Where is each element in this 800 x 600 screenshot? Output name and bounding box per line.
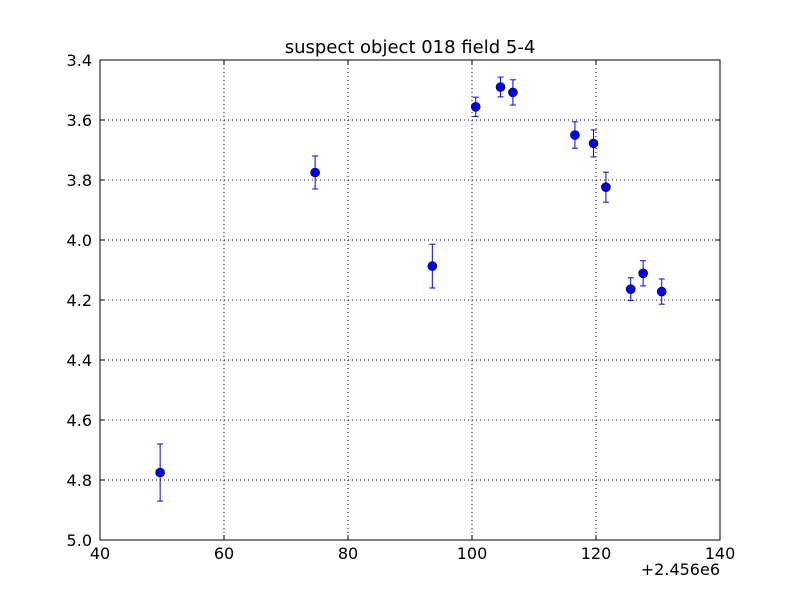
data-marker xyxy=(570,130,580,140)
y-tick-label: 4.0 xyxy=(67,231,92,250)
y-tick-label: 3.4 xyxy=(67,51,92,70)
data-point xyxy=(470,96,481,117)
data-point xyxy=(588,129,599,158)
data-point xyxy=(638,260,648,287)
y-tick-label: 5.0 xyxy=(67,531,92,550)
chart-title: suspect object 018 field 5-4 xyxy=(285,37,536,58)
data-marker xyxy=(656,286,667,297)
y-tick-label: 4.8 xyxy=(67,471,92,490)
plot-frame xyxy=(99,59,721,541)
data-point xyxy=(155,443,165,502)
axis-tick-labels: 40 60 80 100 120 140 3.4 3.6 3.8 4.0 4.2 4.4 4.6 4.8 5… xyxy=(67,51,736,563)
data-point xyxy=(508,79,518,106)
x-tick-label: 60 xyxy=(214,544,234,563)
x-axis-offset-label: +2.456e6 xyxy=(641,560,720,579)
data-point xyxy=(570,121,580,149)
data-marker xyxy=(638,268,648,279)
y-tick-label: 4.6 xyxy=(67,411,92,430)
data-point xyxy=(495,76,506,98)
data-marker xyxy=(625,284,636,295)
data-points xyxy=(155,76,667,502)
data-marker xyxy=(495,82,506,92)
data-marker xyxy=(508,87,518,98)
data-marker xyxy=(601,182,611,192)
data-point xyxy=(601,171,611,203)
data-marker xyxy=(427,261,438,271)
data-point xyxy=(427,243,438,289)
x-tick-label: 80 xyxy=(338,544,358,563)
data-marker xyxy=(588,138,599,149)
data-point xyxy=(310,155,320,190)
y-tick-label: 3.8 xyxy=(67,171,92,190)
x-tick-label: 120 xyxy=(581,544,612,563)
y-tick-label: 4.4 xyxy=(67,351,92,370)
x-tick-label: 40 xyxy=(90,544,110,563)
x-tick-label: 100 xyxy=(457,544,488,563)
y-tick-label: 4.2 xyxy=(67,291,92,310)
y-tick-label: 3.6 xyxy=(67,111,92,130)
data-marker xyxy=(155,467,165,478)
data-point xyxy=(625,277,636,302)
data-point xyxy=(656,278,667,305)
x-tick-label: 140 xyxy=(705,544,736,563)
data-marker xyxy=(470,102,481,112)
data-marker xyxy=(310,167,320,178)
